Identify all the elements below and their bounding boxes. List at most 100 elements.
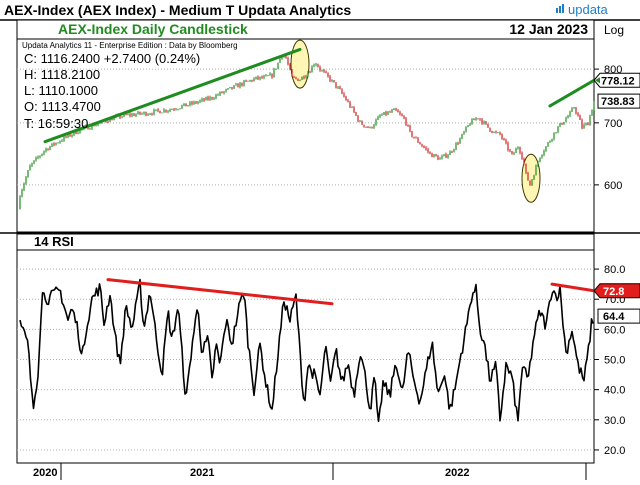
candle-body — [169, 109, 171, 111]
candle-body — [185, 103, 187, 107]
candle-body — [527, 172, 529, 181]
candle-body — [437, 156, 439, 160]
candle-body — [409, 125, 411, 132]
candle-body — [39, 155, 41, 158]
candle-body — [397, 110, 399, 113]
price-last-label: 738.83 — [601, 96, 635, 108]
price-trendline — [43, 47, 302, 144]
candle-body — [161, 112, 163, 114]
candle-body — [241, 82, 243, 86]
candle-body — [511, 151, 513, 154]
candle-body — [211, 97, 213, 99]
candle-body — [197, 101, 199, 104]
logo-bar-1 — [556, 8, 558, 13]
candle-body — [479, 118, 481, 120]
candle-body — [507, 142, 509, 150]
candle-body — [373, 124, 375, 128]
candle-body — [569, 111, 571, 116]
candle-body — [413, 136, 415, 138]
candle-body — [293, 76, 295, 78]
candle-body — [517, 147, 519, 149]
candle-body — [399, 112, 401, 115]
candle-body — [559, 123, 561, 127]
candle-body — [37, 157, 39, 158]
candle-body — [433, 154, 435, 158]
candle-body — [355, 112, 357, 116]
candle-body — [565, 118, 567, 122]
candle-body — [415, 137, 417, 139]
candle-body — [533, 175, 535, 180]
rsi-last-label: 64.4 — [603, 311, 625, 323]
candle-body — [121, 116, 123, 118]
candle-body — [203, 98, 205, 101]
candle-body — [45, 148, 47, 152]
candle-body — [459, 138, 461, 144]
candle-body — [419, 142, 421, 145]
candle-body — [379, 115, 381, 117]
candle-body — [425, 147, 427, 150]
candle-body — [201, 98, 203, 101]
candle-body — [421, 144, 423, 147]
candle-body — [375, 119, 377, 125]
candle-body — [139, 111, 141, 114]
candle-body — [129, 114, 131, 116]
candle-body — [393, 108, 395, 110]
candle-body — [545, 146, 547, 152]
candle-body — [369, 126, 371, 128]
candle-body — [461, 134, 463, 139]
candle-body — [159, 110, 161, 114]
candle-body — [365, 126, 367, 128]
candle-body — [285, 56, 287, 59]
candle-body — [257, 76, 259, 79]
candle-body — [247, 80, 249, 82]
candle-body — [473, 119, 475, 121]
candle-body — [371, 126, 373, 128]
price-panel-date: 12 Jan 2023 — [509, 21, 588, 37]
updata-logo: updata — [554, 2, 609, 17]
candle-body — [573, 107, 575, 109]
ohlc-time: T: 16:59:30 — [24, 116, 88, 131]
candle-body — [291, 69, 293, 77]
candle-body — [531, 179, 533, 186]
candle-body — [329, 76, 331, 81]
candle-body — [417, 138, 419, 143]
candle-body — [577, 113, 579, 116]
candle-body — [359, 121, 361, 122]
candle-body — [59, 141, 61, 143]
price-tick-label: 600 — [604, 180, 622, 192]
candle-body — [391, 109, 393, 113]
candle-body — [157, 109, 159, 111]
candle-body — [453, 149, 455, 152]
candle-body — [325, 71, 327, 73]
candle-body — [455, 143, 457, 150]
ohlc-open: O: 1113.4700 — [24, 99, 101, 114]
candle-body — [133, 113, 135, 116]
x-label-2021: 2021 — [190, 467, 214, 479]
ohlc-high: H: 1118.2100 — [24, 67, 100, 82]
candle-body — [489, 127, 491, 132]
price-pointer-label-box — [593, 72, 640, 88]
candle-body — [145, 112, 147, 116]
price-panel-title: AEX-Index Daily Candlestick — [58, 21, 248, 37]
price-tick-label: 700 — [604, 118, 622, 130]
candle-body — [457, 143, 459, 145]
candle-body — [237, 84, 239, 88]
candle-body — [589, 115, 591, 126]
price-last-label-box — [597, 93, 640, 109]
candle-body — [105, 120, 107, 122]
candle-body — [263, 76, 265, 79]
candle-body — [217, 94, 219, 96]
candle-body — [261, 76, 263, 79]
candle-body — [469, 124, 471, 126]
candle-body — [541, 154, 543, 158]
candle-body — [389, 111, 391, 113]
candle-body — [451, 151, 453, 153]
candle-body — [183, 103, 185, 106]
candle-body — [173, 109, 175, 111]
candle-body — [297, 78, 299, 81]
candle-body — [219, 91, 221, 95]
candle-body — [487, 123, 489, 128]
candle-body — [225, 89, 227, 92]
